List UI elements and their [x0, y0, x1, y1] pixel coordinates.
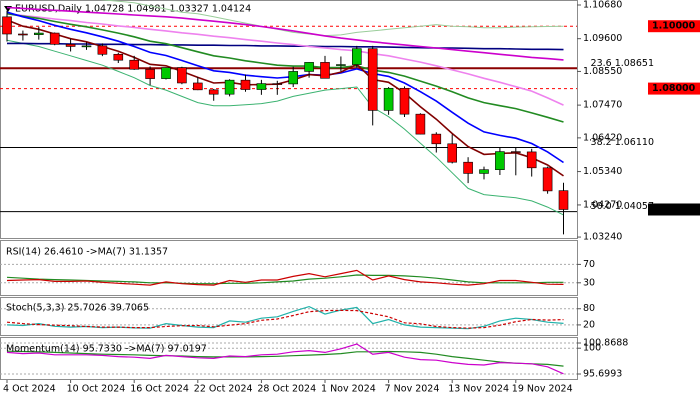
level-box — [648, 20, 700, 33]
y-tick-label: 1.06420 — [583, 132, 622, 143]
main-frame — [0, 0, 578, 239]
candle-body — [399, 87, 410, 115]
candle-body — [256, 83, 267, 90]
y-tick-label: 1.07470 — [583, 100, 622, 111]
indicator-line — [6, 12, 564, 106]
candle-body — [351, 48, 362, 65]
candle-body — [65, 43, 76, 47]
indicator-line — [6, 11, 564, 164]
candle-body — [383, 87, 394, 111]
indicator-line — [6, 343, 564, 375]
candle-body — [542, 167, 553, 192]
indicator-line — [7, 42, 564, 51]
x-tick-label: 1 Nov 2024 — [321, 384, 376, 395]
x-tick-label: 16 Oct 2024 — [130, 384, 189, 395]
candle-body — [304, 62, 314, 72]
indicator-line — [6, 309, 564, 329]
y-tick-label: 1.04270 — [583, 199, 622, 210]
price-plot — [0, 0, 577, 235]
level-box — [648, 82, 700, 95]
indicator-line — [6, 350, 564, 367]
y-tick-label: 95.6993 — [583, 369, 622, 380]
indicator-title: Momentum(14) 95.7330 ->MA(7) 97.0197 — [6, 344, 207, 355]
candle-body — [2, 16, 12, 35]
indicator-title: RSI(14) 26.4610 ->MA(7) 31.1357 — [6, 247, 168, 258]
stoch-frame — [0, 297, 578, 336]
indicator-line — [6, 269, 564, 286]
fibo-label: 50.0 1.04057 — [591, 201, 654, 212]
y-tick-label: 80 — [583, 303, 595, 314]
indicator-line — [6, 6, 564, 61]
candle-body — [336, 64, 346, 66]
indicator-line — [6, 39, 564, 216]
candle-body — [240, 79, 251, 90]
fibo-label: 23.6 1.08651 — [591, 58, 654, 69]
x-tick-label: 13 Nov 2024 — [448, 384, 509, 395]
level-label: 1.10000 — [652, 21, 696, 32]
y-tick-label: 1.10680 — [583, 0, 622, 10]
indicator-line — [6, 12, 564, 123]
chart-title: EURUSD,Daily 1.04728 1.04981 1.03327 1.0… — [15, 4, 251, 15]
x-tick-label: 4 Oct 2024 — [3, 384, 56, 395]
y-tick-label: 1.08550 — [583, 66, 622, 77]
x-tick-label: 22 Oct 2024 — [194, 384, 253, 395]
candle-body — [526, 151, 537, 169]
level-label: 1.08000 — [652, 83, 696, 94]
rsi-frame — [0, 240, 578, 296]
candle-body — [193, 82, 203, 91]
indicator-line — [6, 274, 564, 285]
candle-body — [129, 59, 139, 70]
y-tick-label: 70 — [583, 259, 595, 270]
y-tick-label: 100.8688 — [583, 338, 628, 349]
y-tick-label: 1.05340 — [583, 166, 622, 177]
momentum-frame — [0, 337, 578, 380]
y-tick-label: 1.03240 — [583, 232, 622, 243]
candle-body — [272, 83, 283, 85]
last-price-label: 1.04124 — [652, 204, 696, 215]
candle-body — [463, 161, 473, 174]
x-tick-label: 10 Oct 2024 — [67, 384, 126, 395]
candle-body — [97, 45, 108, 55]
panel-frames — [0, 0, 578, 380]
y-tick-label: 1.09600 — [583, 33, 622, 44]
candle-body — [288, 71, 299, 85]
candle-body — [320, 62, 330, 79]
candle-body — [415, 113, 426, 135]
indicator-line — [100, 0, 564, 37]
candle-body — [49, 32, 60, 45]
y-tick-label: 100 — [583, 343, 601, 354]
x-tick-label: 19 Nov 2024 — [512, 384, 573, 395]
candle-body — [81, 45, 92, 48]
candle-body — [161, 67, 171, 79]
last-price-box — [648, 203, 700, 216]
fibo-label: 38.2 1.06110 — [591, 137, 654, 148]
candle-body — [113, 53, 124, 61]
candle-body — [177, 67, 187, 84]
candle-body — [208, 89, 219, 95]
y-tick-label: 20 — [583, 319, 595, 330]
y-tick-label: 30 — [583, 277, 595, 288]
x-tick-label: 7 Nov 2024 — [385, 384, 440, 395]
candle-body — [33, 32, 44, 35]
candle-body — [495, 151, 505, 170]
candle-body — [18, 33, 28, 36]
candle-body — [367, 48, 378, 111]
candle-body — [510, 151, 521, 153]
indicator-title: Stoch(5,3,3) 25.7026 39.7065 — [6, 303, 149, 314]
candle-body — [145, 68, 155, 79]
candle-body — [431, 133, 442, 145]
candle-body — [558, 190, 569, 210]
candle-body — [479, 169, 489, 174]
candle-body — [447, 143, 458, 163]
candle-body — [224, 79, 235, 95]
x-tick-label: 28 Oct 2024 — [257, 384, 316, 395]
